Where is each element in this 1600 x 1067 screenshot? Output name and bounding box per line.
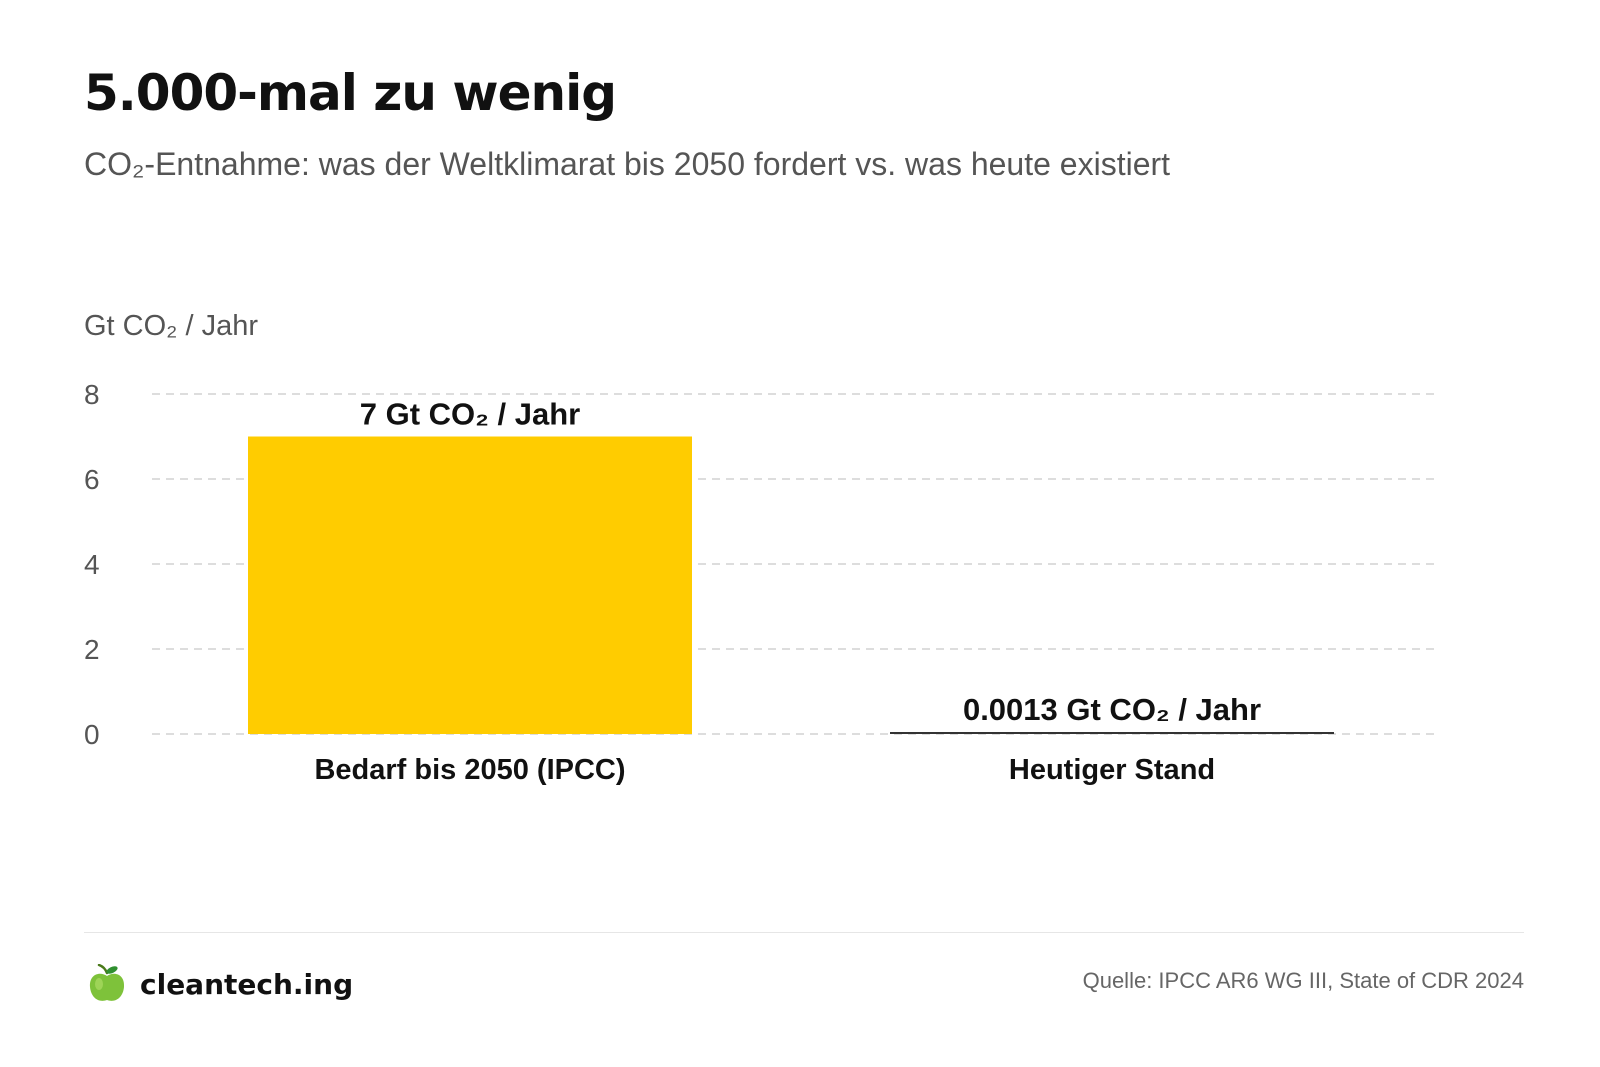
bar bbox=[890, 732, 1334, 734]
brand-name: cleantech.ing bbox=[140, 967, 354, 1001]
chart-title: 5.000-mal zu wenig bbox=[84, 64, 617, 122]
y-tick-label: 2 bbox=[84, 634, 100, 665]
bar-value-label: 0.0013 Gt CO₂ / Jahr bbox=[963, 692, 1261, 727]
brand[interactable]: cleantech.ing bbox=[88, 962, 353, 1006]
y-tick-label: 4 bbox=[84, 549, 100, 580]
y-tick-label: 8 bbox=[84, 379, 100, 410]
bar-chart: Gt CO₂ / Jahr 0 2 4 6 8 7 Gt CO₂ / Jahr 0.001… bbox=[84, 310, 1436, 786]
y-axis-ticks: 0 2 4 6 8 bbox=[84, 379, 100, 750]
chart-subtitle: CO₂-Entnahme: was der Weltklimarat bis 2… bbox=[84, 146, 1171, 182]
bar bbox=[248, 436, 692, 734]
x-tick-label: Heutiger Stand bbox=[1009, 754, 1215, 786]
source-note: Quelle: IPCC AR6 WG III, State of CDR 20… bbox=[1082, 968, 1524, 993]
x-axis-labels: Bedarf bis 2050 (IPCC) Heutiger Stand bbox=[314, 754, 1215, 786]
bars bbox=[248, 436, 1334, 734]
y-tick-label: 6 bbox=[84, 464, 100, 495]
green-apple-icon bbox=[89, 964, 125, 1001]
y-axis-label: Gt CO₂ / Jahr bbox=[84, 310, 258, 342]
bar-value-label: 7 Gt CO₂ / Jahr bbox=[360, 397, 581, 432]
footer-divider bbox=[84, 932, 1524, 933]
x-tick-label: Bedarf bis 2050 (IPCC) bbox=[314, 754, 625, 786]
y-tick-label: 0 bbox=[84, 719, 100, 750]
value-labels: 7 Gt CO₂ / Jahr 0.0013 Gt CO₂ / Jahr bbox=[360, 397, 1261, 728]
